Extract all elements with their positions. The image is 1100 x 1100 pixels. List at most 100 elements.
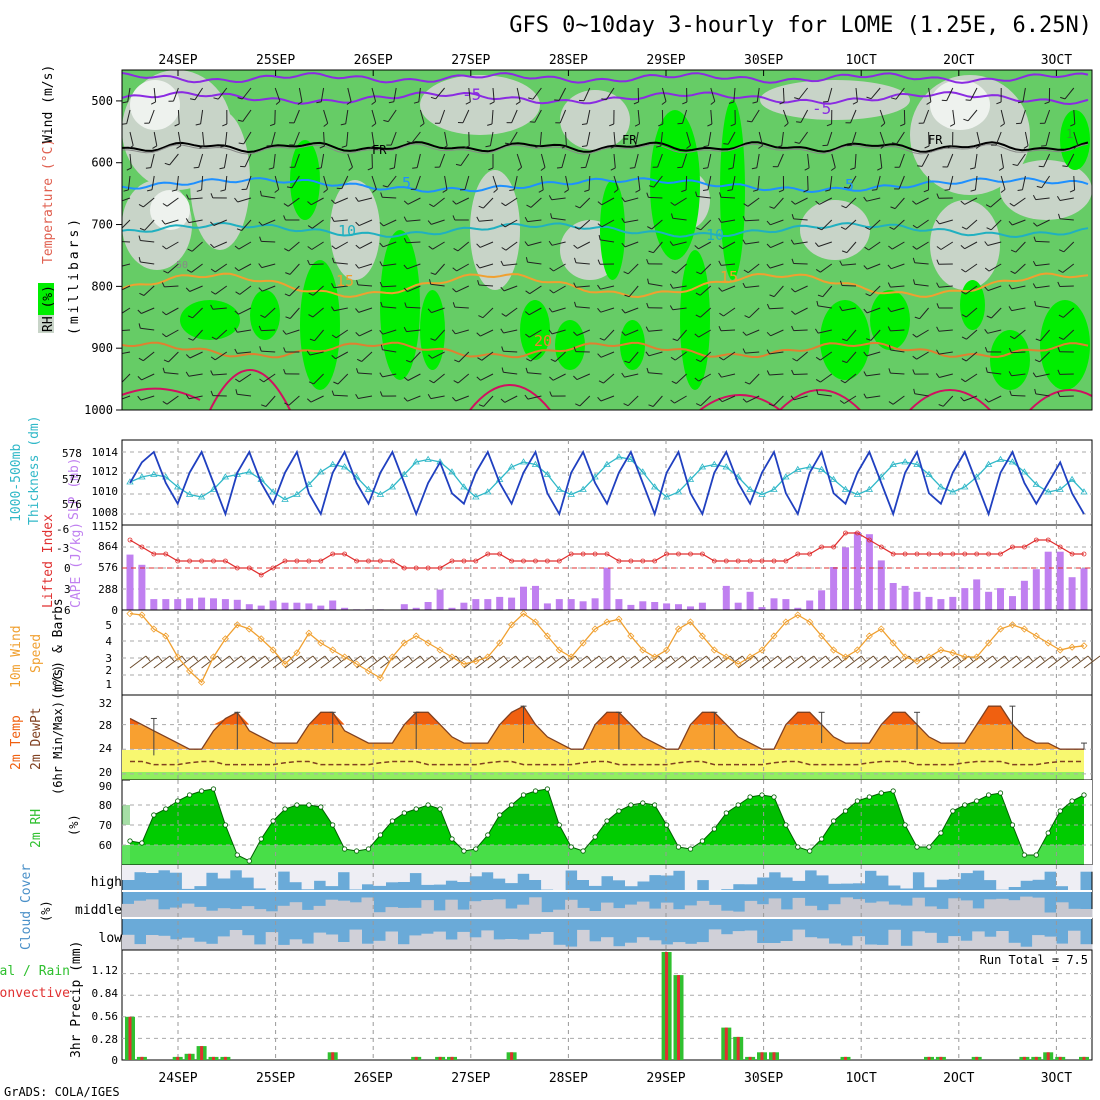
wind-marker bbox=[341, 653, 349, 661]
wind10-barb-flag bbox=[813, 655, 819, 662]
wind-barb bbox=[358, 395, 373, 399]
wind-barb-flag bbox=[887, 326, 891, 332]
wind-barb bbox=[263, 373, 276, 383]
wind-barb bbox=[407, 197, 421, 205]
wind-barb-flag bbox=[648, 404, 654, 407]
wind-barb bbox=[539, 131, 542, 147]
wind-barb bbox=[129, 153, 132, 168]
wind-barb-flag bbox=[564, 189, 569, 193]
wind-barb bbox=[261, 195, 276, 199]
precip-convective-bar bbox=[927, 1056, 931, 1060]
wind-barb-flag bbox=[984, 398, 989, 403]
cloud-high-cell bbox=[696, 865, 710, 881]
wind-barb bbox=[216, 329, 228, 340]
precip-convective-bar bbox=[939, 1056, 943, 1060]
wind-marker bbox=[674, 625, 683, 633]
wind-barb bbox=[627, 395, 639, 407]
wind-barb-flag bbox=[275, 100, 281, 105]
wind-barb-flag bbox=[114, 199, 117, 203]
cloud-low-cell bbox=[253, 944, 267, 950]
contour-freezing-2 bbox=[122, 143, 1089, 155]
cloud-high-cell bbox=[241, 865, 255, 878]
wind-barb bbox=[212, 307, 227, 310]
cloud-low-cell bbox=[217, 936, 231, 950]
precip-convective-bar bbox=[128, 1016, 132, 1060]
cloud-low-cell bbox=[936, 942, 949, 950]
wind-barb-flag bbox=[695, 314, 701, 318]
wind-barb-flag bbox=[839, 260, 843, 266]
wind-barb bbox=[1041, 175, 1051, 188]
cloud-low-cell bbox=[325, 934, 339, 950]
wind-barb bbox=[1020, 109, 1026, 124]
rh-marker bbox=[890, 788, 896, 794]
wind-marker bbox=[758, 646, 766, 654]
wind-barb bbox=[1011, 285, 1026, 290]
wind-barb-flag bbox=[1017, 189, 1023, 191]
wind-barb bbox=[1035, 263, 1050, 267]
wind-barb-flag bbox=[116, 228, 121, 230]
wind-barb-flag bbox=[1032, 372, 1037, 378]
wind-barb bbox=[551, 241, 566, 246]
wind-barb bbox=[1015, 241, 1026, 253]
contour-25 bbox=[209, 369, 291, 410]
cloud-mid-cell bbox=[672, 909, 686, 918]
wind-barb-flag bbox=[719, 356, 724, 361]
cloud-low-cell bbox=[732, 931, 746, 950]
li-marker bbox=[771, 558, 777, 564]
thickness-marker bbox=[460, 483, 468, 490]
wind-barb bbox=[224, 131, 228, 146]
contour-25 bbox=[122, 387, 201, 401]
precip-convective-bar bbox=[844, 1056, 847, 1060]
wind-barb-flag bbox=[866, 96, 872, 100]
rh-marker bbox=[866, 794, 873, 800]
cloud-high-cell bbox=[205, 865, 219, 873]
wind10-barb bbox=[940, 655, 958, 669]
wind-barb bbox=[435, 87, 445, 100]
wind-barb-flag bbox=[524, 394, 529, 400]
li-marker bbox=[843, 530, 848, 536]
wind-barb-flag bbox=[465, 101, 471, 105]
rh-marker bbox=[508, 802, 515, 808]
wind-barb bbox=[217, 87, 228, 100]
cape-bar bbox=[198, 597, 206, 610]
wind-barb bbox=[393, 153, 397, 168]
wind-barb bbox=[1035, 393, 1050, 397]
li-marker bbox=[461, 558, 467, 564]
p-tick-label: 600 bbox=[91, 156, 113, 170]
wind-barb-flag bbox=[331, 390, 335, 396]
wind-barb-flag bbox=[752, 189, 759, 192]
rh-marker bbox=[675, 844, 682, 850]
cloud-high-cell bbox=[577, 865, 590, 880]
cloud-low-cell bbox=[900, 945, 913, 950]
wind-barb bbox=[745, 351, 760, 354]
wind-barb-flag bbox=[975, 145, 981, 149]
wind-barb-flag bbox=[138, 357, 144, 362]
wind-barb-flag bbox=[355, 263, 360, 269]
wind-barb-flag bbox=[891, 97, 897, 100]
wind-barb bbox=[553, 285, 566, 294]
wind-barb bbox=[822, 285, 833, 298]
cloud-mid-cell bbox=[696, 900, 710, 918]
wind-barb bbox=[820, 263, 833, 273]
wind-barb-flag bbox=[597, 353, 602, 358]
wind10-barb bbox=[547, 655, 564, 669]
wind-barb-flag bbox=[379, 391, 383, 397]
date-label-bottom: 25SEP bbox=[256, 1071, 295, 1086]
li-marker bbox=[401, 565, 407, 571]
wind-barb bbox=[407, 263, 421, 270]
thickness-marker bbox=[949, 488, 957, 495]
cape-bar bbox=[221, 599, 229, 610]
wind-barb bbox=[746, 395, 760, 403]
thickness-marker bbox=[615, 453, 623, 460]
wind-barb-flag bbox=[728, 167, 734, 170]
rh-mask-right bbox=[1084, 780, 1092, 865]
thickness-marker bbox=[352, 473, 361, 480]
wind-barb-flag bbox=[742, 348, 746, 354]
wind-barb bbox=[1011, 307, 1026, 312]
wind-barb bbox=[1040, 329, 1050, 342]
wind-barb-flag bbox=[234, 245, 240, 250]
wind-barb bbox=[854, 153, 857, 169]
cloud-high-cell bbox=[708, 865, 722, 891]
wind-barb-flag bbox=[452, 215, 456, 221]
